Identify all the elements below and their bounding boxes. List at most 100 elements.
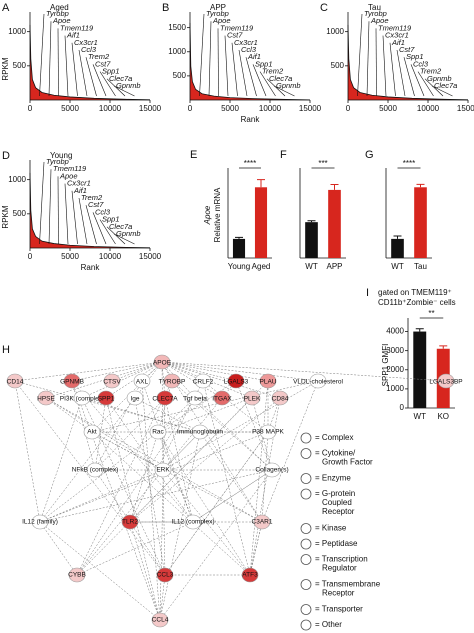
- gene-label: Aif1: [247, 52, 261, 61]
- bar: [391, 238, 404, 258]
- x-axis-label: Rank: [81, 263, 101, 272]
- y-tick-label: 0: [400, 403, 405, 412]
- error-bar: [415, 328, 424, 332]
- edge: [39, 469, 164, 523]
- panel-letter: B: [162, 2, 169, 14]
- x-tick-label: 15000: [139, 104, 162, 113]
- x-tick-label: Young: [228, 262, 250, 271]
- edge: [94, 469, 131, 523]
- edge: [129, 380, 269, 523]
- node-shape: [97, 390, 115, 406]
- gene-label: Ccl3: [241, 45, 257, 54]
- panel-title: Young: [50, 151, 72, 160]
- gene-label: Trem2: [81, 193, 103, 202]
- legend-icon: [300, 473, 312, 484]
- y-tick-label: 1000: [168, 47, 186, 56]
- panel-letter: F: [280, 149, 287, 161]
- gene-label: Tyrobp: [46, 9, 69, 18]
- significance: ***: [318, 159, 327, 168]
- gene-label: Apoe: [212, 16, 231, 25]
- error-bar: [439, 345, 448, 349]
- gene-label: Spp1: [102, 67, 120, 76]
- edge: [261, 431, 269, 523]
- legend-icon: [300, 579, 312, 590]
- x-tick-label: 5000: [61, 252, 79, 261]
- annotation-line: [71, 190, 78, 245]
- node-label: SPP1: [98, 396, 115, 403]
- legend-label: Regulator: [322, 564, 357, 573]
- x-tick-label: 5000: [379, 104, 397, 113]
- edge: [161, 361, 253, 399]
- gene-label: Gpnmb: [276, 81, 301, 90]
- edge: [134, 397, 201, 433]
- edge: [129, 521, 161, 621]
- annotation-line: [431, 85, 453, 97]
- edge: [91, 380, 319, 433]
- annotation-line: [357, 13, 363, 97]
- x-tick-label: APP: [326, 262, 342, 271]
- node-label: Immunoglobulin: [177, 429, 223, 436]
- y-tick-label: 1000: [8, 27, 26, 36]
- edge: [161, 361, 269, 382]
- gene-label: Ccl3: [81, 45, 97, 54]
- node-label: ITGAX: [212, 396, 232, 403]
- gene-label: Tmem119: [60, 23, 94, 32]
- annotation-line: [106, 226, 126, 245]
- edge: [129, 380, 204, 523]
- y-tick-label: 2000: [386, 365, 404, 374]
- legend-icon: [300, 554, 312, 565]
- gene-label: Tmem119: [378, 23, 412, 32]
- edge: [71, 380, 194, 523]
- node-shape: [126, 390, 144, 406]
- annotation-line: [99, 71, 116, 97]
- node-shape: [309, 373, 327, 389]
- edge: [159, 431, 201, 621]
- node-shape: [253, 514, 271, 530]
- edge: [111, 361, 163, 382]
- edge: [161, 361, 223, 399]
- gene-label: Spp1: [102, 215, 120, 224]
- node-label: PLEK: [244, 396, 261, 403]
- annotation-line: [417, 71, 434, 97]
- rank-line: [347, 24, 469, 101]
- edge: [45, 397, 164, 471]
- node-label: GPNMB: [60, 379, 84, 386]
- edge: [39, 521, 161, 621]
- edge: [39, 469, 273, 523]
- node-label: PLAU: [260, 379, 277, 386]
- node-label: Collagen(s): [255, 467, 288, 474]
- x-tick-label: 15000: [139, 252, 162, 261]
- panel-title: Aged: [50, 3, 69, 12]
- node-shape: [73, 390, 91, 406]
- edge: [14, 361, 163, 382]
- edge: [134, 397, 166, 576]
- node-label: CCL4: [152, 617, 169, 624]
- panel-title: gated on TMEM119⁺: [378, 288, 452, 297]
- node-label: C3AR1: [252, 519, 273, 526]
- node-shape: [271, 390, 289, 406]
- node-shape: [156, 567, 174, 583]
- node-shape: [151, 612, 169, 628]
- bar: [232, 238, 246, 258]
- gene-label: Trem2: [88, 52, 110, 61]
- legend-label: = Peptidase: [315, 539, 358, 548]
- annotation-line: [375, 28, 377, 97]
- node-label: CD84: [272, 396, 289, 403]
- node-label: Ige: [130, 396, 139, 403]
- panel-title: Tau: [368, 3, 381, 12]
- node-shape: [259, 373, 277, 389]
- annotation-line: [252, 64, 267, 97]
- edge: [76, 380, 173, 576]
- edge: [76, 397, 196, 576]
- edge: [71, 361, 163, 382]
- edge: [161, 361, 447, 382]
- gene-label: Cx3cr1: [385, 31, 409, 40]
- rank-line: [29, 24, 151, 101]
- edge: [91, 431, 251, 576]
- x-tick-label: 0: [188, 104, 193, 113]
- edge: [164, 431, 269, 576]
- node-shape: [241, 567, 259, 583]
- node-shape: [437, 373, 455, 389]
- y-tick-label: 1000: [8, 175, 26, 184]
- edge: [39, 431, 159, 523]
